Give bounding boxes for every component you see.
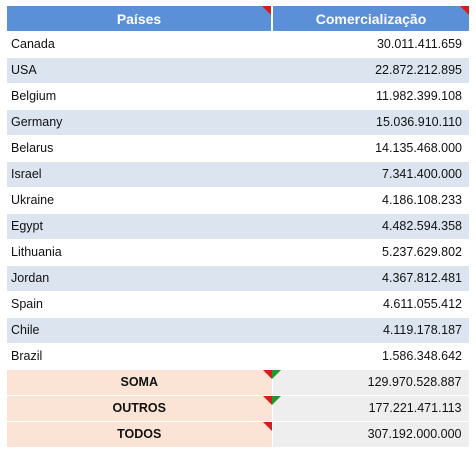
table-row: Belarus 14.135.468.000 [7, 135, 469, 162]
table-row: Spain 4.611.055.412 [7, 291, 469, 318]
table-row: Chile 4.119.178.187 [7, 317, 469, 344]
value-cell[interactable]: 30.011.411.659 [272, 31, 469, 58]
header-comercializacao-label: Comercialização [315, 10, 427, 27]
header-row: Países Comercialização [7, 6, 469, 31]
value-cell[interactable]: 15.036.910.110 [272, 109, 469, 136]
error-indicator-icon[interactable] [271, 369, 281, 379]
summary-row-outros: OUTROS 177.221.471.113 [7, 395, 470, 422]
summary-label-cell[interactable]: SOMA [7, 369, 281, 396]
country-cell[interactable]: Egypt [7, 213, 272, 240]
table-row: Israel 7.341.400.000 [7, 161, 469, 188]
country-cell[interactable]: Spain [7, 291, 272, 318]
summary-row-soma: SOMA 129.970.528.887 [7, 369, 470, 396]
summary-value-cell[interactable]: 307.192.000.000 [272, 421, 470, 448]
value-cell[interactable]: 4.611.055.412 [272, 291, 469, 318]
summary-label: OUTROS [112, 401, 166, 415]
value-cell[interactable]: 14.135.468.000 [272, 135, 469, 162]
summary-value-cell[interactable]: 129.970.528.887 [272, 369, 470, 396]
comment-indicator-icon[interactable] [262, 395, 272, 405]
country-cell[interactable]: Jordan [7, 265, 272, 292]
summary-value-cell[interactable]: 177.221.471.113 [272, 395, 470, 422]
comment-indicator-icon[interactable] [262, 421, 272, 431]
value-cell[interactable]: 4.367.812.481 [272, 265, 469, 292]
table-row: Canada 30.011.411.659 [7, 31, 469, 58]
summary-label: SOMA [120, 375, 159, 389]
value-cell[interactable]: 22.872.212.895 [272, 57, 469, 84]
value-cell[interactable]: 4.482.594.358 [272, 213, 469, 240]
summary-label: TODOS [117, 427, 162, 441]
comment-indicator-icon[interactable] [262, 6, 271, 15]
summary-label-cell[interactable]: OUTROS [7, 395, 281, 422]
country-cell[interactable]: USA [7, 57, 272, 84]
header-cell-paises[interactable]: Países [7, 6, 273, 31]
table-row: Lithuania 5.237.629.802 [7, 239, 469, 266]
country-cell[interactable]: Lithuania [7, 239, 272, 266]
country-cell[interactable]: Brazil [7, 343, 272, 370]
comment-indicator-icon[interactable] [262, 369, 272, 379]
country-cell[interactable]: Canada [7, 31, 272, 58]
country-cell[interactable]: Belarus [7, 135, 272, 162]
spreadsheet-table-region: Países Comercialização Canada 30.011.411… [7, 6, 470, 448]
table-row: Belgium 11.982.399.108 [7, 83, 469, 110]
table-row: Egypt 4.482.594.358 [7, 213, 469, 240]
summary-label-cell[interactable]: TODOS [7, 421, 273, 448]
value-cell[interactable]: 11.982.399.108 [272, 83, 469, 110]
summary-row-todos: TODOS 307.192.000.000 [7, 421, 470, 448]
value-cell[interactable]: 1.586.348.642 [272, 343, 469, 370]
header-cell-comercializacao[interactable]: Comercialização [272, 6, 469, 31]
table-row: Jordan 4.367.812.481 [7, 265, 469, 292]
country-cell[interactable]: Ukraine [7, 187, 272, 214]
table-row: Brazil 1.586.348.642 [7, 343, 469, 370]
trade-table: Países Comercialização Canada 30.011.411… [7, 6, 470, 448]
value-cell[interactable]: 4.119.178.187 [272, 317, 469, 344]
value-cell[interactable]: 5.237.629.802 [272, 239, 469, 266]
value-cell[interactable]: 7.341.400.000 [272, 161, 469, 188]
header-paises-label: Países [116, 10, 162, 27]
country-cell[interactable]: Belgium [7, 83, 272, 110]
country-cell[interactable]: Germany [7, 109, 272, 136]
country-cell[interactable]: Chile [7, 317, 272, 344]
table-row: Germany 15.036.910.110 [7, 109, 469, 136]
table-row: Ukraine 4.186.108.233 [7, 187, 469, 214]
value-cell[interactable]: 4.186.108.233 [272, 187, 469, 214]
comment-indicator-icon[interactable] [460, 6, 469, 15]
table-row: USA 22.872.212.895 [7, 57, 469, 84]
error-indicator-icon[interactable] [271, 395, 281, 405]
country-cell[interactable]: Israel [7, 161, 272, 188]
